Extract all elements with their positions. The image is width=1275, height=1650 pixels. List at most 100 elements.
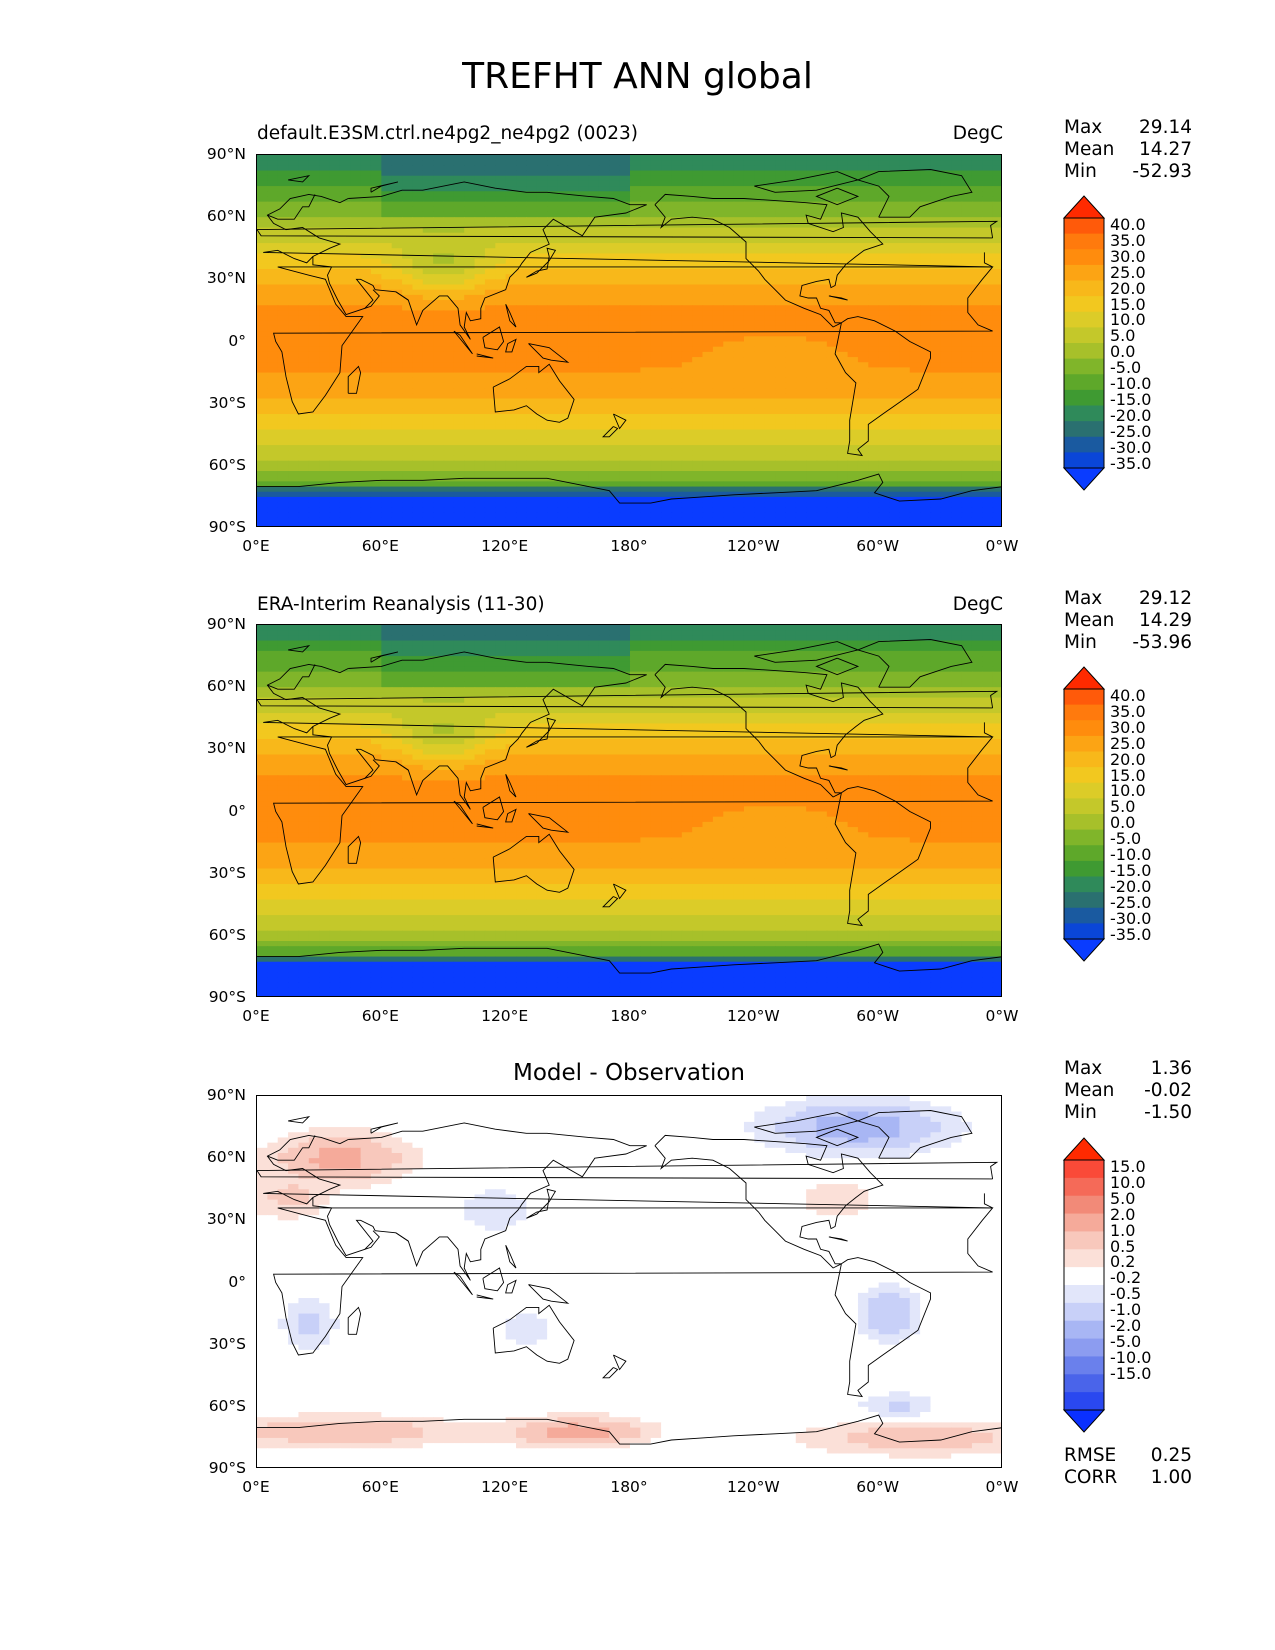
field-cell — [920, 253, 932, 260]
field-cell — [598, 248, 610, 255]
field-cell — [453, 429, 465, 436]
field-cell — [288, 196, 300, 203]
field-cell — [443, 362, 455, 368]
field-cell — [267, 481, 279, 488]
field-cell — [464, 403, 476, 410]
field-cell — [277, 393, 289, 400]
field-cell — [474, 388, 486, 394]
field-cell — [930, 408, 942, 415]
field-cell — [505, 310, 517, 317]
field-cell — [806, 408, 818, 415]
field-cell — [329, 289, 341, 296]
field-cell — [453, 248, 465, 255]
field-cell — [837, 253, 849, 260]
field-cell — [350, 232, 362, 239]
field-cell — [391, 434, 403, 441]
field-cell — [516, 393, 527, 400]
field-cell — [909, 471, 921, 477]
field-cell — [277, 450, 289, 457]
field-cell — [785, 191, 797, 198]
field-cell — [484, 502, 496, 508]
field-cell — [277, 408, 289, 415]
field-cell — [982, 403, 994, 410]
field-cell — [982, 232, 994, 239]
field-cell — [951, 408, 963, 415]
field-cell — [288, 186, 300, 192]
field-cell — [681, 155, 693, 161]
field-cell — [971, 211, 983, 218]
field-cell — [464, 424, 476, 431]
field-cell — [847, 351, 859, 358]
field-cell — [878, 155, 890, 161]
field-cell — [671, 325, 683, 332]
field-cell — [733, 253, 745, 260]
field-cell — [609, 351, 621, 358]
field-cell — [816, 357, 828, 363]
field-cell — [536, 393, 548, 400]
field-cell — [920, 237, 932, 244]
field-cell — [837, 305, 849, 312]
field-cell — [909, 232, 921, 239]
field-cell — [909, 455, 921, 462]
field-cell — [940, 346, 952, 353]
field-cell — [308, 362, 320, 368]
field-cell — [588, 460, 600, 467]
field-cell — [288, 476, 300, 482]
field-cell — [661, 486, 673, 493]
field-cell — [350, 175, 362, 182]
field-cell — [930, 217, 942, 223]
field-cell — [733, 289, 745, 296]
field-cell — [339, 325, 351, 332]
field-cell — [920, 486, 932, 493]
field-cell — [630, 336, 641, 343]
field-cell — [723, 170, 735, 177]
field-cell — [464, 180, 476, 187]
field-cell — [350, 248, 362, 255]
field-cell — [402, 155, 414, 161]
field-cell — [257, 160, 268, 166]
field-cell — [743, 289, 755, 296]
field-cell — [723, 346, 735, 353]
field-cell — [433, 367, 445, 374]
field-cell — [495, 465, 507, 472]
field-cell — [826, 331, 838, 337]
field-cell — [484, 201, 496, 208]
field-cell — [547, 362, 559, 368]
field-cell — [899, 294, 911, 301]
field-cell — [640, 419, 652, 425]
field-cell — [982, 253, 994, 260]
field-cell — [464, 450, 476, 457]
field-cell — [370, 357, 382, 363]
field-cell — [308, 429, 320, 436]
field-cell — [650, 362, 662, 368]
field-cell — [619, 455, 631, 462]
field-cell — [775, 180, 787, 187]
field-cell — [650, 398, 662, 405]
field-cell — [505, 496, 517, 503]
field-cell — [360, 476, 372, 482]
field-cell — [360, 243, 372, 249]
field-cell — [816, 165, 828, 172]
field-cell — [733, 496, 745, 503]
field-cell — [547, 248, 559, 255]
field-cell — [339, 419, 351, 425]
field-cell — [495, 424, 507, 431]
field-cell — [578, 382, 590, 389]
field-cell — [443, 393, 455, 400]
field-cell — [536, 403, 548, 410]
field-cell — [298, 450, 310, 457]
field-cell — [267, 341, 279, 348]
field-cell — [257, 186, 268, 192]
field-cell — [547, 320, 559, 327]
field-cell — [422, 346, 434, 353]
field-cell — [453, 217, 465, 223]
field-cell — [516, 403, 527, 410]
field-cell — [567, 357, 579, 363]
field-cell — [961, 186, 973, 192]
field-cell — [350, 170, 362, 177]
field-cell — [484, 476, 496, 482]
field-cell — [619, 191, 631, 198]
field-cell — [288, 310, 300, 317]
field-cell — [702, 403, 714, 410]
field-cell — [609, 465, 621, 472]
